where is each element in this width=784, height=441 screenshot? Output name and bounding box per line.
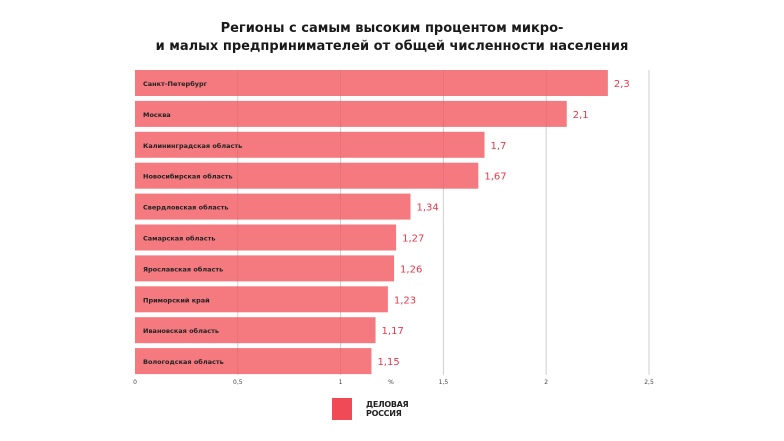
x-tick-label: 0,5 — [233, 379, 243, 386]
category-label: Свердловская область — [143, 204, 229, 212]
data-label: 1,17 — [382, 326, 404, 337]
category-label: Калининградская область — [143, 142, 242, 150]
x-tick-label: 0 — [133, 379, 137, 386]
bar — [135, 317, 376, 344]
bar — [135, 131, 485, 158]
data-label: 1,34 — [417, 203, 439, 214]
data-label: 1,15 — [377, 357, 399, 368]
category-label: Приморский край — [143, 296, 210, 304]
bar — [135, 255, 395, 282]
category-label: Ивановская область — [143, 327, 219, 335]
bar — [135, 286, 388, 313]
bar — [135, 224, 397, 251]
chart-title-line2: и малых предпринимателей от общей числен… — [155, 39, 629, 54]
data-label: 2,1 — [573, 110, 589, 121]
data-label: 2,3 — [614, 79, 630, 90]
category-label: Вологодская область — [143, 358, 224, 366]
data-label: 1,67 — [484, 172, 506, 183]
data-label: 1,7 — [491, 141, 507, 152]
x-tick-label: 1,5 — [439, 379, 449, 386]
data-label: 1,23 — [394, 295, 416, 306]
x-tick-label: 2,5 — [644, 379, 654, 386]
x-tick-label: 1 — [339, 379, 343, 386]
bar — [135, 348, 372, 375]
x-tick-label: 2 — [544, 379, 548, 386]
bar — [135, 100, 567, 127]
brand-line1: ДЕЛОВАЯ — [366, 400, 409, 409]
chart-title-line1: Регионы с самым высоким процентом микро- — [220, 21, 564, 36]
category-label: Самарская область — [143, 235, 215, 243]
bar — [135, 162, 479, 189]
brand-logo: ДЕЛОВАЯ РОССИЯ — [366, 400, 409, 418]
brand-line2: РОССИЯ — [366, 409, 402, 418]
category-label: Новосибирская область — [143, 173, 233, 181]
x-axis-label: % — [388, 379, 394, 386]
category-label: Ярославская область — [143, 265, 223, 273]
emblem-logo-icon — [332, 398, 352, 420]
bar — [135, 193, 411, 220]
data-label: 1,27 — [402, 234, 424, 245]
category-label: Санкт-Петербург — [143, 80, 208, 88]
bar — [135, 70, 608, 96]
data-label: 1,26 — [400, 264, 422, 275]
category-label: Москва — [143, 111, 171, 119]
